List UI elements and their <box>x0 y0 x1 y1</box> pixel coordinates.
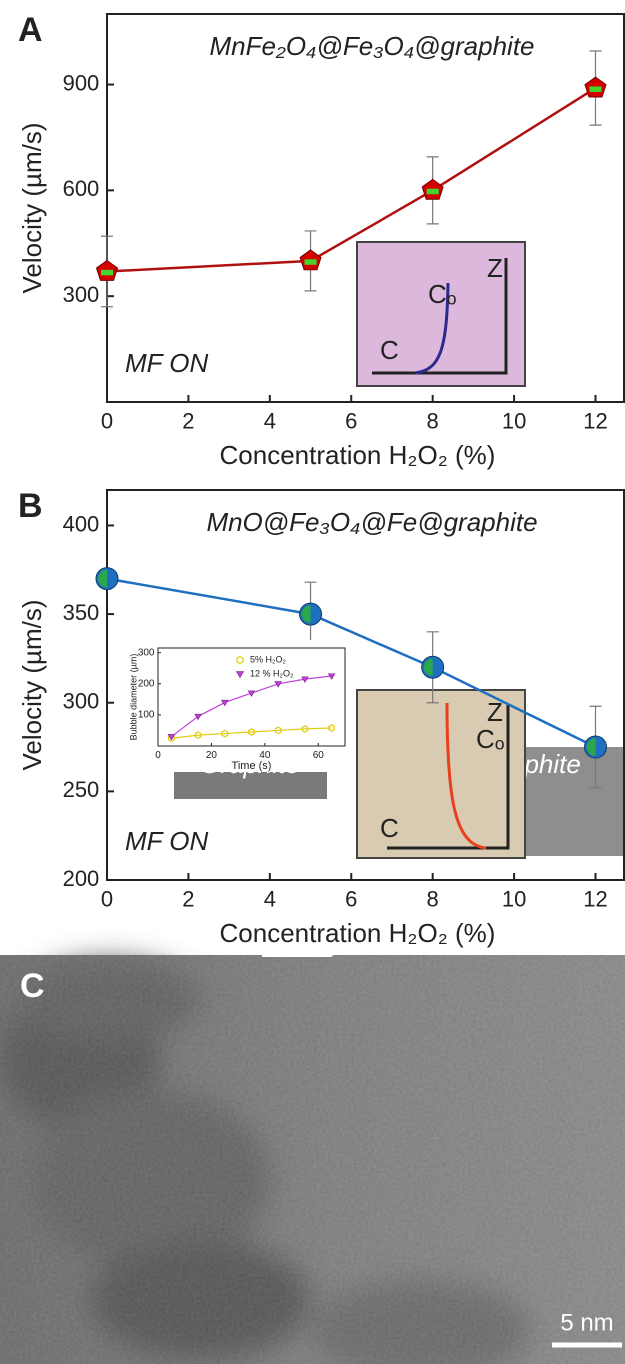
legend-label: 12 % H₂O₂ <box>250 668 294 678</box>
y-tick-label: 250 <box>63 777 100 802</box>
x-tick-label: 2 <box>182 409 194 434</box>
inset-label: Cₒ <box>428 279 457 309</box>
panel-label: B <box>18 487 43 525</box>
x-tick-label: 6 <box>345 887 357 912</box>
x-tick-label: 0 <box>101 409 113 434</box>
y-tick-label: 300 <box>63 282 100 307</box>
zoom-line <box>242 801 329 818</box>
y-tick-label: 900 <box>63 70 100 95</box>
x-tick-label: 0 <box>155 750 161 761</box>
zoom-line <box>172 801 178 818</box>
x-tick-label: 8 <box>427 409 439 434</box>
chart-title: MnFe₂O₄@Fe₃O₄@graphite <box>209 31 534 61</box>
x-tick-label: 4 <box>264 887 276 912</box>
y-tick-label: 600 <box>63 176 100 201</box>
x-tick-label: 8 <box>427 887 439 912</box>
x-axis-label: Concentration H₂O₂ (%) <box>220 918 496 948</box>
y-tick-label: 350 <box>63 600 100 625</box>
x-tick-label: 12 <box>583 409 607 434</box>
inset-label: C <box>380 335 399 365</box>
y-tick-label: 200 <box>63 866 100 891</box>
x-tick-label: 6 <box>345 409 357 434</box>
y-axis-label: Velocity (µm/s) <box>17 599 47 770</box>
figure: C Graphite Graphite 5 nm 024681012300600… <box>0 0 625 1364</box>
x-tick-label: 2 <box>182 887 194 912</box>
x-tick-label: 12 <box>583 887 607 912</box>
y-tick-label: 100 <box>138 710 155 721</box>
x-tick-label: 10 <box>502 887 526 912</box>
panel-c: C Graphite Graphite 5 nm <box>0 745 625 1364</box>
panel-label: C <box>20 967 45 1005</box>
marker-inner <box>589 86 601 92</box>
micrograph-texture <box>0 955 625 1364</box>
inset-label: Cₒ <box>476 724 505 754</box>
x-tick-label: 0 <box>101 887 113 912</box>
x-axis-label: Concentration H₂O₂ (%) <box>220 440 496 470</box>
marker-inner <box>427 189 439 195</box>
annotation: MF ON <box>125 826 209 856</box>
panel-label: A <box>18 11 43 49</box>
chart-title: MnO@Fe₃O₄@Fe@graphite <box>206 507 537 537</box>
chart: 0 2 4 6 8 10 12 300 600 900 Velocity (µm/s) Concent… <box>17 11 624 470</box>
annotation: MF ON <box>125 348 209 378</box>
x-tick-label: 60 <box>313 750 325 761</box>
y-tick-label: 300 <box>138 647 155 658</box>
x-tick-label: 20 <box>206 750 218 761</box>
y-tick-label: 200 <box>138 678 155 689</box>
x-tick-label: 10 <box>502 409 526 434</box>
marker-inner <box>304 259 316 265</box>
legend-label: 5% H₂O₂ <box>250 654 287 664</box>
x-tick-label: 4 <box>264 409 276 434</box>
y-tick-label: 300 <box>63 689 100 714</box>
y-axis-label: Bubble diameter (µm) <box>128 654 138 741</box>
y-tick-label: 400 <box>63 511 100 536</box>
inset-label: Z <box>487 253 503 283</box>
scale-label: 5 nm <box>560 1309 613 1336</box>
inset-label: C <box>380 813 399 843</box>
y-axis-label: Velocity (µm/s) <box>17 122 47 293</box>
x-axis-label: Time (s) <box>232 760 272 772</box>
marker-inner <box>101 270 113 276</box>
